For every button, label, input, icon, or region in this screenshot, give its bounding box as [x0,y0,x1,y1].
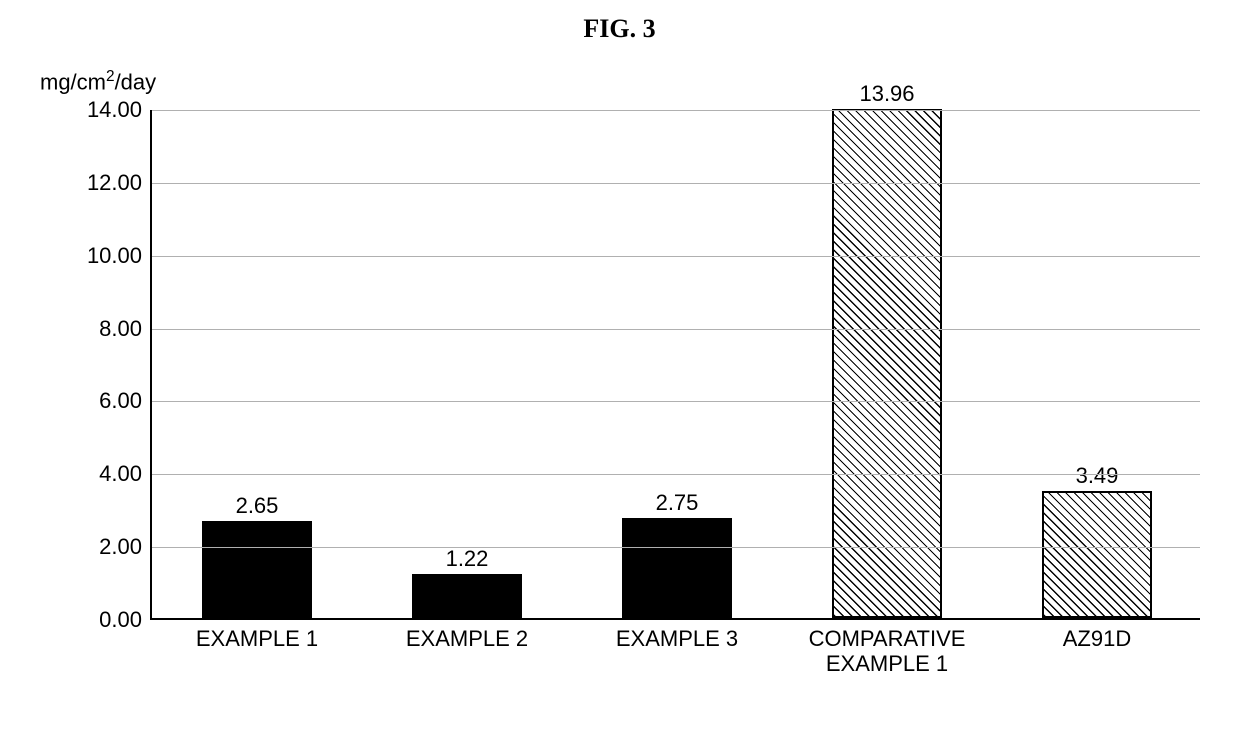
bar-value-label: 2.65 [236,493,279,523]
figure-title: FIG. 3 [0,14,1239,44]
bar-chart: 2.651.222.7513.963.49 0.002.004.006.008.… [40,110,1200,620]
y-tick-label: 2.00 [99,534,152,560]
page: FIG. 3 mg/cm2/day 2.651.222.7513.963.49 … [0,0,1239,754]
bar [622,518,731,618]
plot-area: 2.651.222.7513.963.49 0.002.004.006.008.… [150,110,1200,620]
gridline [152,474,1200,475]
gridline [152,183,1200,184]
y-tick-label: 14.00 [87,97,152,123]
y-tick-label: 8.00 [99,316,152,342]
y-tick-label: 12.00 [87,170,152,196]
bar [202,521,311,618]
bar-value-label: 13.96 [859,81,914,111]
y-tick-label: 10.00 [87,243,152,269]
bar [832,109,941,618]
x-tick-label: COMPARATIVE EXAMPLE 1 [809,618,966,677]
bar [1042,491,1151,618]
x-tick-label: AZ91D [1063,618,1131,651]
bar-value-label: 2.75 [656,490,699,520]
x-tick-label: EXAMPLE 2 [406,618,528,651]
chart-container: 2.651.222.7513.963.49 0.002.004.006.008.… [40,110,1200,620]
y-axis-unit-label: mg/cm2/day [40,68,156,95]
gridline [152,329,1200,330]
bars-layer: 2.651.222.7513.963.49 [152,110,1200,618]
x-tick-label: EXAMPLE 1 [196,618,318,651]
y-tick-label: 6.00 [99,388,152,414]
gridline [152,547,1200,548]
y-tick-label: 0.00 [99,607,152,633]
bar-value-label: 3.49 [1076,463,1119,493]
gridline [152,256,1200,257]
x-tick-label: EXAMPLE 3 [616,618,738,651]
gridline [152,110,1200,111]
bar-value-label: 1.22 [446,546,489,576]
gridline [152,401,1200,402]
bar [412,574,521,618]
y-tick-label: 4.00 [99,461,152,487]
